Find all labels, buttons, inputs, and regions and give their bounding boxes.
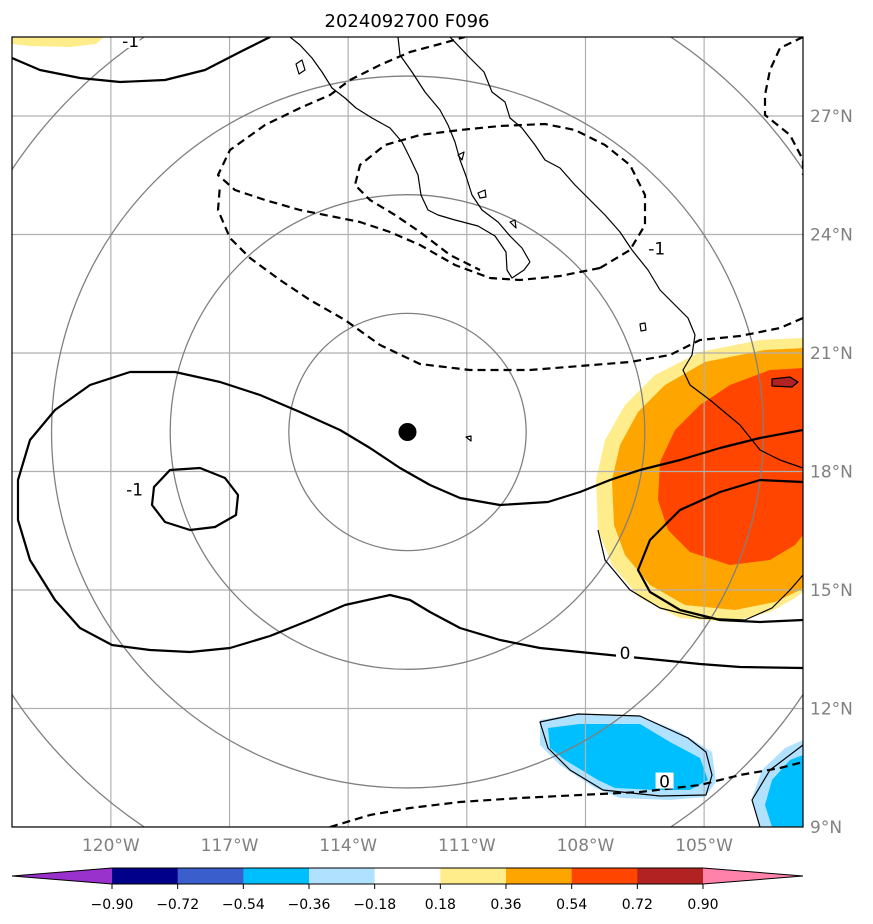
longitude-tick-label: 111°W <box>438 836 496 856</box>
latitude-tick-label: 15°N <box>810 581 853 601</box>
colorbar-segment <box>506 868 573 884</box>
colorbar-segment <box>440 868 507 884</box>
longitude-tick-label: 120°W <box>82 836 140 856</box>
longitude-tick-labels: 120°W 117°W 114°W 111°W 108°W 105°W <box>82 836 733 856</box>
longitude-tick-label: 105°W <box>675 836 733 856</box>
mainland-mexico-coast <box>449 37 803 469</box>
neg1-contour-north-loop-inner <box>353 122 647 271</box>
colorbar-tick-label: −0.54 <box>222 897 265 913</box>
contour-labels: 0 0 -1 -1 -1 <box>121 32 674 793</box>
baja-california-coast-east <box>397 37 531 263</box>
contour-label-background <box>647 239 666 256</box>
storm-center-marker <box>398 423 417 441</box>
latitude-tick-label: 9°N <box>810 818 842 838</box>
range-ring <box>50 75 765 789</box>
colorbar-tick-label: 0.54 <box>556 897 587 913</box>
contour-label-background <box>655 772 674 789</box>
neg1-contour-south-of-baja <box>216 184 803 372</box>
neg1-contour-small-loop <box>150 466 240 532</box>
southern-coast <box>751 744 803 827</box>
colorbar-tick-label: 0.90 <box>687 897 718 913</box>
colorbar-segment <box>309 868 376 884</box>
map-title: 2024092700 F096 <box>325 11 490 32</box>
colorbar-tick-label: −0.90 <box>91 897 134 913</box>
negative-anomaly-blue <box>765 755 803 827</box>
neg1-contour-south <box>329 760 803 827</box>
contour-label: -1 <box>122 32 139 52</box>
contours-dashed <box>216 37 803 827</box>
colorbar: −0.90 −0.72 −0.54 −0.36 −0.18 0.18 0.36 0.54 0.7… <box>11 867 804 913</box>
central-america-coast <box>539 713 713 797</box>
neg1-contour-north-loop <box>216 37 601 282</box>
island <box>295 59 306 75</box>
colorbar-segment <box>112 868 179 884</box>
contour-label-background <box>121 37 140 48</box>
contour-label: 0 <box>659 773 670 793</box>
range-ring <box>169 194 646 670</box>
colorbar-segment <box>177 868 244 884</box>
latitude-tick-label: 18°N <box>810 463 853 483</box>
latitude-tick-labels: 9°N 12°N 15°N 18°N 21°N 24°N 27°N <box>810 107 853 838</box>
latitude-tick-label: 21°N <box>810 344 853 364</box>
island <box>509 219 517 229</box>
colorbar-tick-label: 0.72 <box>622 897 653 913</box>
colorbar-tick-label: 0.36 <box>490 897 521 913</box>
colorbar-segment <box>243 868 310 884</box>
island <box>457 151 465 161</box>
coastline <box>289 37 803 827</box>
baja-california-coast-west <box>289 37 531 279</box>
latitude-tick-label: 12°N <box>810 700 853 720</box>
island <box>771 376 799 388</box>
zero-contour-central <box>16 370 803 670</box>
zero-contour-north <box>12 37 271 84</box>
positive-anomaly-light <box>12 37 104 47</box>
range-ring <box>288 312 527 552</box>
contour-label: -1 <box>648 239 665 259</box>
contours <box>12 37 803 670</box>
positive-anomaly-darkred-spot <box>772 377 798 387</box>
longitude-tick-label: 108°W <box>557 836 615 856</box>
contour-label: -1 <box>126 480 143 500</box>
colorbar-extension-min <box>12 868 112 884</box>
island <box>477 189 487 199</box>
island <box>465 435 472 442</box>
latitude-tick-label: 24°N <box>810 226 853 246</box>
contour-label-background <box>616 644 635 661</box>
colorbar-segment <box>571 868 638 884</box>
colorbar-tick-label: 0.18 <box>425 897 456 913</box>
contour-label-background <box>125 480 144 497</box>
colorbar-tick-label: −0.36 <box>288 897 331 913</box>
map-frame <box>11 36 804 828</box>
longitude-tick-label: 114°W <box>319 836 377 856</box>
longitude-tick-label: 117°W <box>201 836 259 856</box>
colorbar-tick-label: −0.72 <box>156 897 199 913</box>
colorbar-extension-max <box>703 868 803 884</box>
graticule <box>12 37 803 827</box>
neg1-contour-east-edge <box>763 37 803 175</box>
colorbar-segment <box>637 868 704 884</box>
colorbar-tick-label: −0.18 <box>353 897 396 913</box>
latitude-tick-label: 27°N <box>810 107 853 127</box>
zero-contour-east <box>636 478 803 624</box>
colorbar-segment <box>374 868 441 884</box>
positive-anomaly-red <box>658 368 803 565</box>
contour-label: 0 <box>620 644 631 664</box>
mainland-mexico-south-coast <box>597 529 803 621</box>
island <box>639 322 647 332</box>
